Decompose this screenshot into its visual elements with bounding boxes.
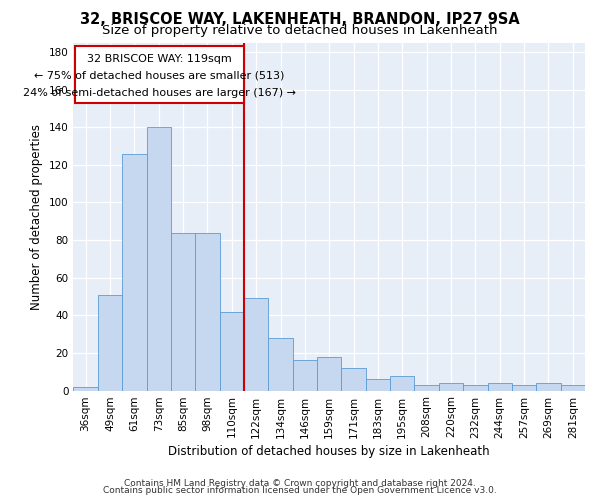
Bar: [512, 385, 536, 390]
Text: 24% of semi-detached houses are larger (167) →: 24% of semi-detached houses are larger (…: [23, 88, 296, 98]
Bar: [73, 387, 98, 390]
Bar: [439, 383, 463, 390]
Bar: [390, 376, 415, 390]
Y-axis label: Number of detached properties: Number of detached properties: [30, 124, 43, 310]
Bar: [293, 360, 317, 390]
Text: ← 75% of detached houses are smaller (513): ← 75% of detached houses are smaller (51…: [34, 70, 284, 81]
Bar: [536, 383, 560, 390]
Bar: [244, 298, 268, 390]
X-axis label: Distribution of detached houses by size in Lakenheath: Distribution of detached houses by size …: [169, 444, 490, 458]
Bar: [488, 383, 512, 390]
FancyBboxPatch shape: [74, 46, 244, 102]
Bar: [560, 385, 585, 390]
Bar: [171, 232, 195, 390]
Bar: [146, 127, 171, 390]
Bar: [463, 385, 488, 390]
Text: 32, BRISCOE WAY, LAKENHEATH, BRANDON, IP27 9SA: 32, BRISCOE WAY, LAKENHEATH, BRANDON, IP…: [80, 12, 520, 28]
Bar: [317, 356, 341, 390]
Text: 32 BRISCOE WAY: 119sqm: 32 BRISCOE WAY: 119sqm: [87, 54, 232, 64]
Bar: [341, 368, 366, 390]
Bar: [268, 338, 293, 390]
Bar: [98, 294, 122, 390]
Text: Contains HM Land Registry data © Crown copyright and database right 2024.: Contains HM Land Registry data © Crown c…: [124, 478, 476, 488]
Bar: [220, 312, 244, 390]
Bar: [415, 385, 439, 390]
Bar: [366, 380, 390, 390]
Text: Contains public sector information licensed under the Open Government Licence v3: Contains public sector information licen…: [103, 486, 497, 495]
Text: Size of property relative to detached houses in Lakenheath: Size of property relative to detached ho…: [102, 24, 498, 37]
Bar: [195, 232, 220, 390]
Bar: [122, 154, 146, 390]
